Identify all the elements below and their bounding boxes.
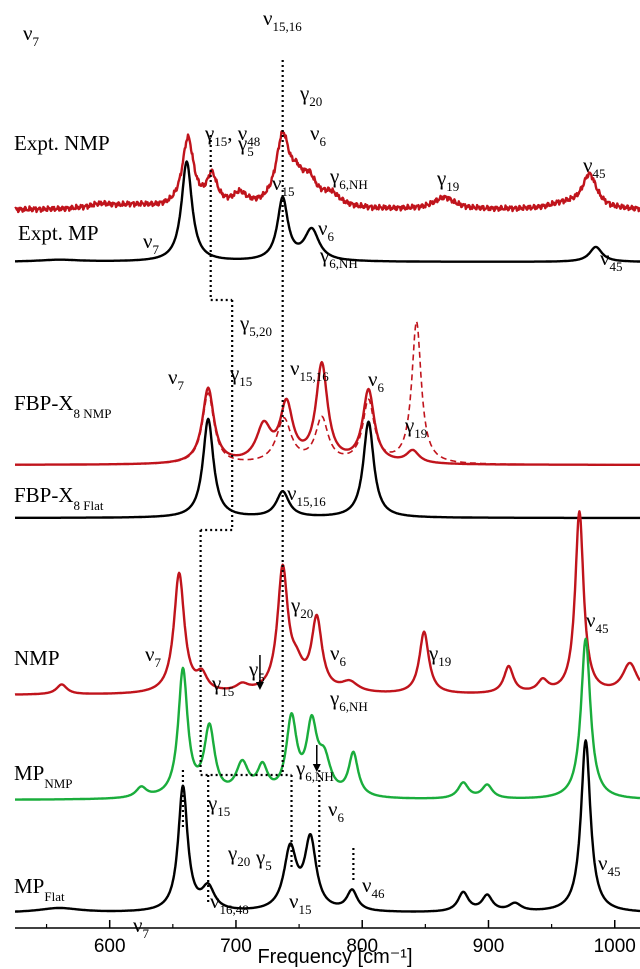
series-line-6: [14, 510, 640, 696]
series-line-5: [14, 417, 640, 520]
x-axis: 600 700 800 900 1000 Frequency [cm⁻¹]: [15, 920, 640, 968]
mode-label-15: γ5,20: [239, 311, 272, 339]
mode-label-14: γ6,NH: [319, 243, 358, 271]
series-line-4: [14, 320, 640, 466]
arrow-head-1: [255, 682, 264, 690]
x-tick-label-900: 900: [473, 936, 505, 957]
mode-label-31: γ15: [207, 791, 230, 819]
mode-label-18: ν6: [368, 367, 385, 395]
mode-label-21: ν15,16: [290, 356, 329, 384]
mode-label-20: ν15,16: [287, 481, 326, 509]
x-tick-label-800: 800: [346, 936, 378, 957]
panel-label-7: MPFlat: [14, 874, 65, 904]
mode-label-17: ν7: [168, 365, 185, 393]
x-tick-label-700: 700: [220, 936, 252, 957]
panel-label-2: Expt. MP: [18, 221, 99, 245]
mode-label-3: ν15,16: [263, 6, 302, 34]
panel-labels: Expt. NMP Expt. MP FBP-X8 NMP FBP-X8 Flat NM…: [14, 131, 111, 904]
x-tick-label-1000: 1000: [594, 936, 636, 957]
mode-label-6: ν6: [310, 121, 327, 149]
mode-label-8: γ19: [436, 166, 459, 194]
spectrum-curves: [14, 130, 640, 913]
mode-label-7: γ6,NH: [329, 164, 368, 192]
mode-label-22: ν7: [145, 642, 162, 670]
mode-label-27: γ6,NH: [329, 686, 368, 714]
mode-label-28: γ19: [428, 641, 451, 669]
mode-label-36: ν45: [598, 851, 621, 879]
x-axis-title: Frequency [cm⁻¹]: [257, 946, 412, 968]
panel-label-1: Expt. NMP: [14, 131, 110, 155]
mode-label-13: ν45: [600, 246, 623, 274]
series-line-7: [14, 637, 640, 801]
mode-label-9: ν45: [583, 153, 606, 181]
mode-label-38: ν16,48: [210, 889, 249, 917]
panel-label-4: FBP-X8 Flat: [14, 483, 104, 513]
mode-label-29: ν45: [586, 608, 609, 636]
mode-label-16: γ15: [229, 361, 252, 389]
mode-label-23: γ20: [290, 593, 313, 621]
arrow-head-2: [312, 764, 321, 772]
mode-label-33: γ20: [227, 841, 250, 869]
mode-label-35: ν46: [362, 873, 385, 901]
series-line-2: [14, 160, 640, 263]
mode-label-24: ν6: [330, 641, 347, 669]
mode-label-1: ν7: [23, 21, 40, 49]
x-tick-label-600: 600: [94, 936, 126, 957]
mode-label-39: ν15: [289, 889, 312, 917]
mode-label-37: ν7: [133, 913, 150, 941]
mode-label-26: γ5: [248, 657, 265, 685]
mode-label-32: ν6: [328, 797, 345, 825]
series-line-1: [14, 130, 640, 214]
mode-label-5: γ20: [299, 81, 322, 109]
mode-label-12: ν6: [318, 216, 335, 244]
mode-label-25: γ15: [211, 671, 234, 699]
panel-label-3: FBP-X8 NMP: [14, 391, 111, 421]
series-line-8: [14, 739, 640, 913]
mode-label-10: ν7: [143, 229, 160, 257]
dotted-guide-lines: [181, 60, 355, 905]
panel-label-5: NMP: [14, 646, 60, 670]
mode-label-34: γ5: [255, 845, 272, 873]
panel-label-6: MPNMP: [14, 761, 73, 791]
mode-label-19: γ19: [404, 413, 427, 441]
